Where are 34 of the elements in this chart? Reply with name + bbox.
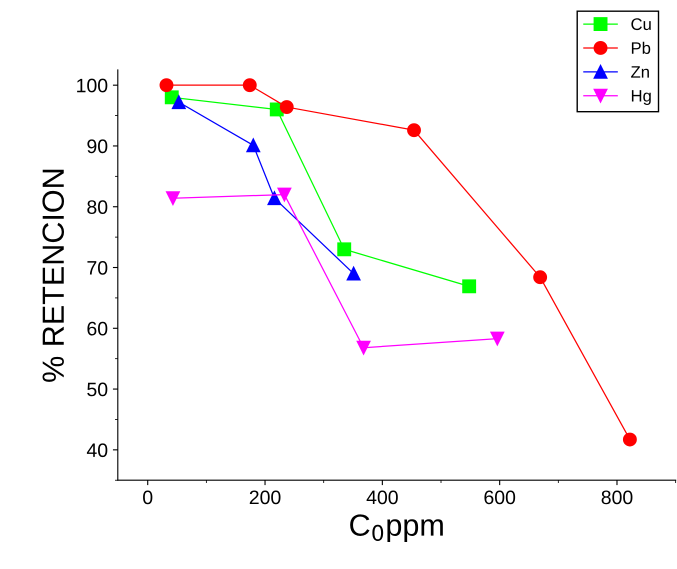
point	[166, 191, 180, 206]
y-tick-label: 50	[87, 382, 108, 396]
legend-label: Hg	[632, 90, 651, 105]
y-axis-title: % RETENCION	[42, 170, 64, 382]
y-tick-label: 80	[87, 200, 108, 214]
x-tick-label: 0	[143, 490, 152, 504]
point	[356, 340, 371, 355]
y-tick-label: 70	[87, 260, 108, 275]
y-tick-label: 60	[87, 322, 108, 336]
point	[267, 191, 282, 206]
legend-label: Zn	[631, 66, 649, 78]
x-tick-label: 400	[366, 490, 398, 504]
point	[490, 332, 504, 346]
x-axis-title: C$_{0}$ppm	[350, 514, 443, 542]
point	[160, 78, 174, 92]
point	[246, 138, 260, 152]
y-tick-label: 90	[87, 139, 108, 154]
point	[346, 266, 361, 281]
point	[277, 188, 292, 202]
point	[242, 78, 257, 92]
point	[172, 95, 186, 110]
point	[280, 100, 294, 114]
y-tick-label: 40	[86, 443, 108, 458]
legend-label: Cu	[631, 18, 651, 30]
point	[407, 123, 421, 138]
y-tick-label: 100	[77, 78, 108, 92]
x-tick-label: 800	[602, 490, 632, 504]
point	[462, 279, 476, 294]
point	[533, 270, 548, 284]
x-tick-label: 600	[484, 490, 516, 504]
point	[337, 242, 352, 256]
point	[622, 432, 637, 446]
x-tick-label: 200	[250, 490, 280, 504]
legend-label: Pb	[632, 42, 650, 54]
